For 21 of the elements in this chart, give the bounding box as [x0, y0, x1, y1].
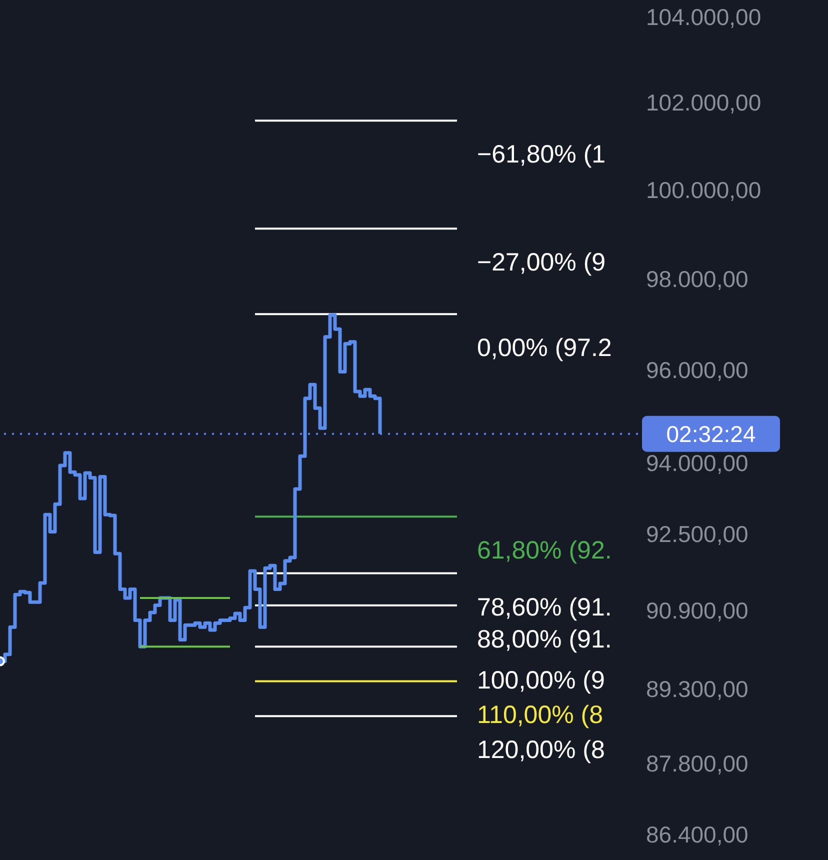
text: 02:32:24 [666, 420, 756, 447]
text: 88,00% (91. [477, 625, 612, 654]
text: 100,00% (9 [477, 666, 605, 695]
y-tick-label: 102.000,00 [646, 90, 762, 116]
y-tick-label: 100.000,00 [646, 177, 762, 204]
y-tick-label: 104.000,00 [646, 4, 762, 30]
y-tick-label: 90.900,00 [646, 598, 748, 624]
text: −27,00% (9 [477, 248, 606, 277]
text: −61,80% (1 [477, 140, 606, 169]
y-tick-label: 94.000,00 [646, 450, 748, 476]
text: 61,80% (92. [477, 536, 612, 565]
text: 0,00% (97.2 [477, 334, 612, 362]
text: 120,00% (8 [477, 736, 605, 764]
y-tick-label: 89.300,00 [646, 676, 748, 702]
y-tick-label: 86.400,00 [646, 822, 748, 848]
y-tick-label: 92.500,00 [646, 520, 748, 547]
text: 110,00% (8 [477, 701, 604, 730]
y-tick-label: 87.800,00 [646, 750, 748, 777]
y-tick-label: 98.000,00 [646, 266, 748, 292]
y-tick-label: 96.000,00 [646, 357, 748, 384]
text: 78,60% (91. [477, 593, 612, 622]
